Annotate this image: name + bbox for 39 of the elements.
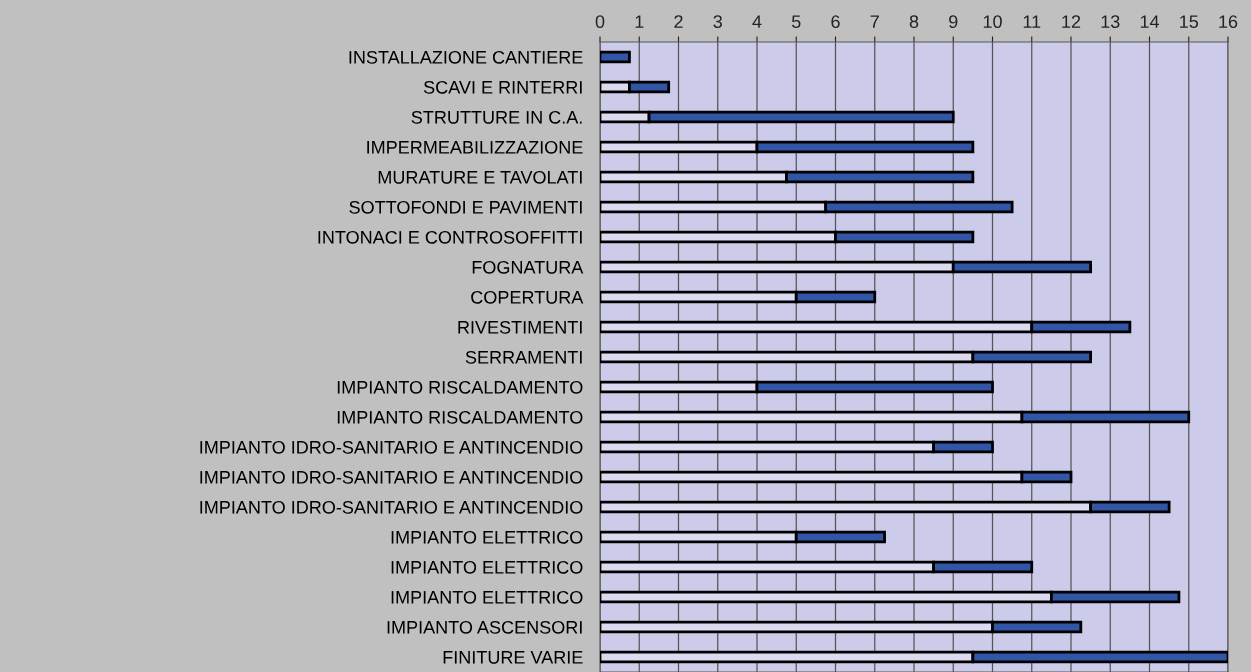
x-tick-label: 10 [983,15,1002,29]
y-tick-label: FINITURE VARIE [443,651,583,664]
y-tick-label: IMPIANTO RISCALDAMENTO [337,410,583,424]
y-tick-label: IMPIANTO RISCALDAMENTO [337,380,583,394]
x-tick-label: 7 [870,15,879,28]
y-tick-label: STRUTTURE IN C.A. [411,110,582,124]
x-tick-label: 14 [1140,15,1160,28]
x-tick-label: 11 [1023,15,1041,28]
x-tick-label: 3 [713,15,722,29]
x-tick-label: 0 [595,15,605,29]
y-tick-label: IMPIANTO ASCENSORI [387,620,582,634]
bar [600,50,631,64]
y-tick-label: INSTALLAZIONE CANTIERE [349,50,583,64]
y-tick-label: INTONACI E CONTROSOFFITTI [318,230,582,244]
x-tick-label: 6 [831,15,840,29]
x-tick-label: 8 [909,15,919,29]
y-tick-label: COPERTURA [471,290,584,304]
x-tick-label: 5 [791,15,801,29]
x-tick-label: 2 [674,15,683,28]
y-tick-label: MURATURE E TAVOLATI [378,170,582,184]
y-tick-label: SOTTOFONDI E PAVIMENTI [349,200,582,214]
x-tick-label: 16 [1219,15,1238,29]
x-tick-label: 1 [635,15,644,28]
y-tick-label: IMPIANTO ELETTRICO [391,560,583,574]
x-tick-label: 9 [949,15,958,29]
x-tick-label: 13 [1101,15,1120,29]
y-tick-label: IMPIANTO IDRO-SANITARIO E ANTINCENDIO [200,500,583,514]
y-tick-label: IMPERMEABILIZZAZIONE [367,140,583,154]
x-tick-label: 15 [1180,15,1199,29]
y-tick-label: IMPIANTO IDRO-SANITARIO E ANTINCENDIO [200,440,583,454]
y-tick-label: SERRAMENTI [465,350,582,364]
y-tick-label: IMPIANTO ELETTRICO [391,530,583,544]
y-tick-label: FOGNATURA [472,260,584,274]
y-tick-label: RIVESTIMENTI [458,320,582,334]
x-tick-label: 12 [1062,15,1081,28]
y-tick-label: IMPIANTO ELETTRICO [391,590,583,604]
y-tick-label: SCAVI E RINTERRI [423,80,582,94]
x-tick-label: 4 [752,15,762,28]
y-tick-label: IMPIANTO IDRO-SANITARIO E ANTINCENDIO [200,470,583,484]
